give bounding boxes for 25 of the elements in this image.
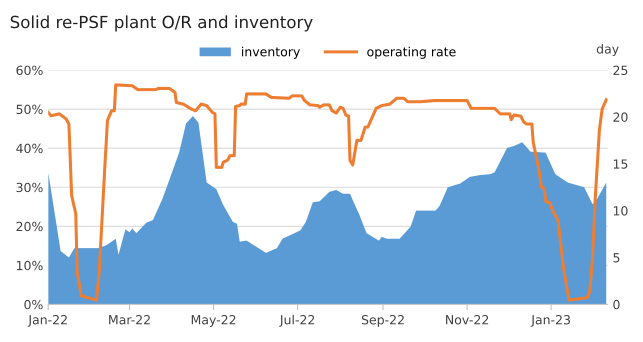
y-tick-label: 0%: [24, 300, 43, 310]
x-tick-label: Nov-22: [446, 315, 488, 324]
y2-tick-label: 20: [613, 112, 628, 122]
x-tick-label: Jul-22: [279, 314, 314, 327]
chart-title: Solid re-PSF plant O/R and inventory: [10, 15, 313, 32]
y2-tick-label: 5: [613, 253, 620, 262]
legend-label: inventory: [242, 46, 300, 59]
y2-tick-label: 0: [613, 300, 620, 310]
line-series: [48, 83, 608, 302]
y2-tick-label: 25: [613, 66, 628, 76]
x-tick-label: May-22: [192, 315, 236, 327]
y2-tick-label: 10: [614, 206, 628, 216]
y-tick-label: 40%: [16, 144, 43, 154]
x-tick-label: Jan-22: [28, 315, 67, 327]
y-tick-label: 60%: [16, 66, 43, 76]
y-tick-label: 30%: [16, 182, 43, 192]
x-tick-label: Sep-22: [362, 315, 404, 327]
y2-axis-title: day: [596, 44, 619, 56]
y-tick-label: 20%: [16, 222, 43, 232]
x-tick-label: Jan-23: [530, 315, 570, 327]
y2-tick-label: 15: [614, 159, 628, 169]
y-tick-label: 10%: [16, 260, 43, 270]
y-tick-label: 50%: [16, 104, 43, 114]
legend-label: operating rate: [367, 46, 456, 59]
x-tick-label: Mar-22: [109, 315, 150, 324]
